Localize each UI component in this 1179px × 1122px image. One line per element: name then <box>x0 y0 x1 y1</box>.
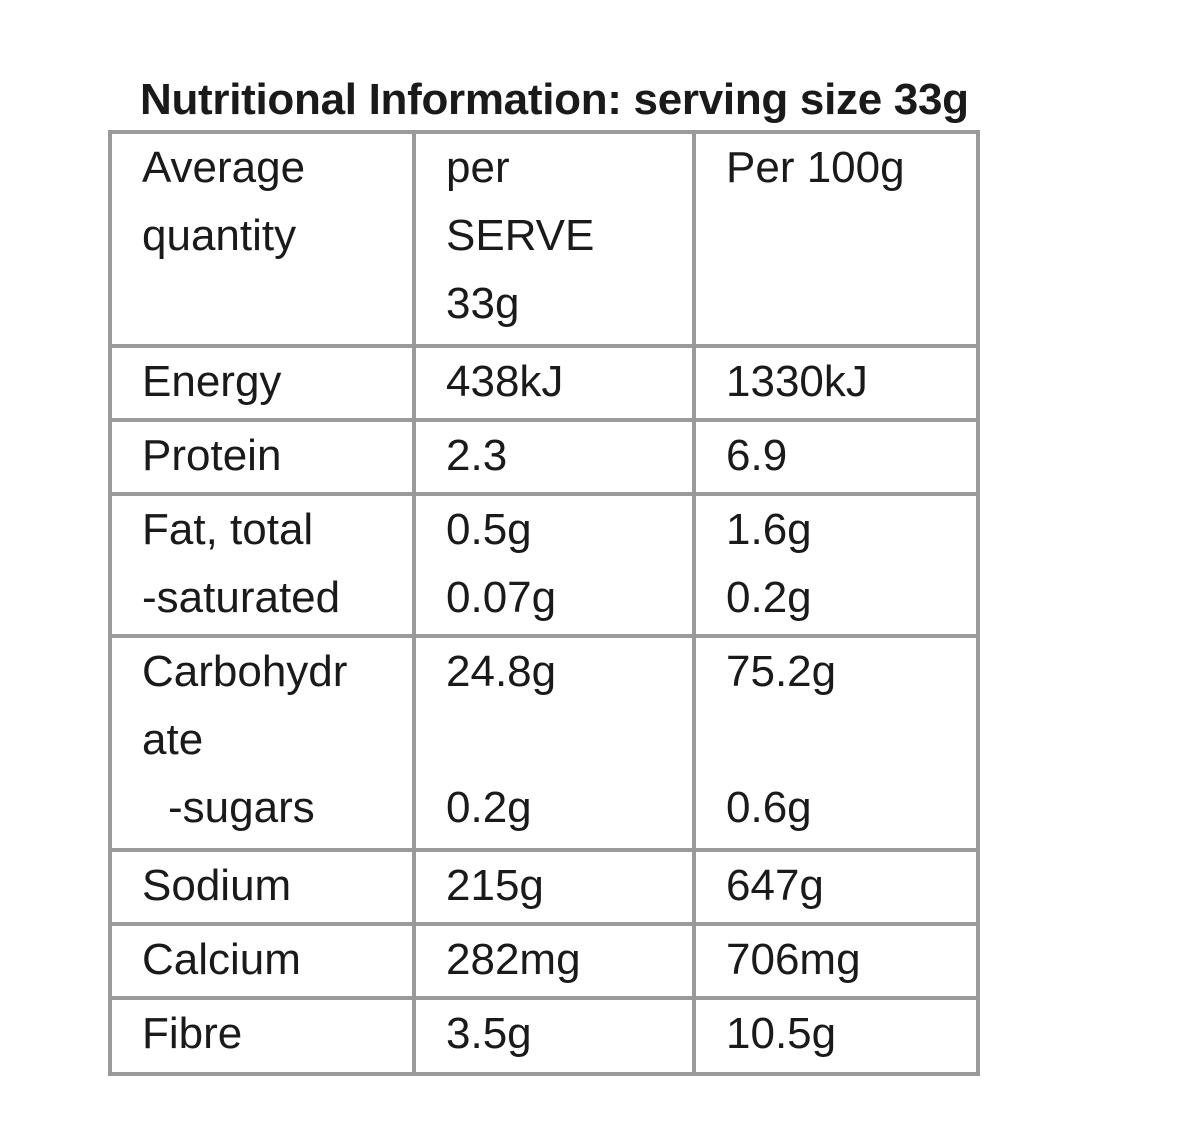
carbohydrate-label-line: Carbohydr <box>142 647 348 696</box>
spacer-line <box>446 706 690 774</box>
header-per-100g: Per 100g <box>692 130 980 348</box>
table-row-energy: Energy 438kJ 1330kJ <box>108 344 980 422</box>
header-label-line: Average <box>142 143 306 192</box>
header-label-line: Per 100g <box>726 143 905 192</box>
row-per-serve: 438kJ <box>412 344 696 422</box>
row-label: Fat, total -saturated <box>108 492 416 638</box>
fat-total-per-serve: 0.5g <box>446 505 532 554</box>
row-label: Calcium <box>108 922 416 1000</box>
carbohydrate-label-line: ate <box>142 715 204 764</box>
sugars-per-100g: 0.6g <box>726 783 812 832</box>
nutrition-table: Average quantity per SERVE 33g Per 100g … <box>108 130 980 1076</box>
row-label: Fibre <box>108 996 416 1076</box>
row-label: Energy <box>108 344 416 422</box>
header-label-line: 33g <box>446 279 520 328</box>
table-row-carbohydrate: Carbohydr ate -sugars 24.8g 0.2g 75.2g 0… <box>108 634 980 852</box>
table-row-protein: Protein 2.3 6.9 <box>108 418 980 496</box>
table-row-calcium: Calcium 282mg 706mg <box>108 922 980 1000</box>
row-per-serve: 0.5g 0.07g <box>412 492 696 638</box>
carbohydrate-per-100g: 75.2g <box>726 647 837 696</box>
row-per-serve: 215g <box>412 848 696 926</box>
fat-total-label: Fat, total <box>142 505 314 554</box>
row-per-100g: 6.9 <box>692 418 980 496</box>
spacer-line <box>726 706 974 774</box>
row-per-100g: 75.2g 0.6g <box>692 634 980 852</box>
sugars-per-serve: 0.2g <box>446 783 532 832</box>
table-row-fibre: Fibre 3.5g 10.5g <box>108 996 980 1076</box>
fat-saturated-label: -saturated <box>142 573 341 622</box>
row-label: Carbohydr ate -sugars <box>108 634 416 852</box>
fat-saturated-per-serve: 0.07g <box>446 573 557 622</box>
row-per-serve: 3.5g <box>412 996 696 1076</box>
header-label-line: per <box>446 143 510 192</box>
row-per-100g: 1330kJ <box>692 344 980 422</box>
header-label-line: SERVE <box>446 211 595 260</box>
row-label: Sodium <box>108 848 416 926</box>
fat-saturated-per-100g: 0.2g <box>726 573 812 622</box>
row-per-100g: 10.5g <box>692 996 980 1076</box>
table-header-row: Average quantity per SERVE 33g Per 100g <box>108 130 980 348</box>
sugars-label: -sugars <box>168 783 315 832</box>
row-label: Protein <box>108 418 416 496</box>
table-row-fat: Fat, total -saturated 0.5g 0.07g 1.6g 0.… <box>108 492 980 638</box>
row-per-serve: 2.3 <box>412 418 696 496</box>
row-per-serve: 282mg <box>412 922 696 1000</box>
row-per-serve: 24.8g 0.2g <box>412 634 696 852</box>
table-row-sodium: Sodium 215g 647g <box>108 848 980 926</box>
table-title: Nutritional Information: serving size 33… <box>140 75 969 124</box>
header-average-quantity: Average quantity <box>108 130 416 348</box>
carbohydrate-per-serve: 24.8g <box>446 647 557 696</box>
row-per-100g: 647g <box>692 848 980 926</box>
row-per-100g: 706mg <box>692 922 980 1000</box>
fat-total-per-100g: 1.6g <box>726 505 812 554</box>
header-per-serve: per SERVE 33g <box>412 130 696 348</box>
row-per-100g: 1.6g 0.2g <box>692 492 980 638</box>
header-label-line: quantity <box>142 211 297 260</box>
